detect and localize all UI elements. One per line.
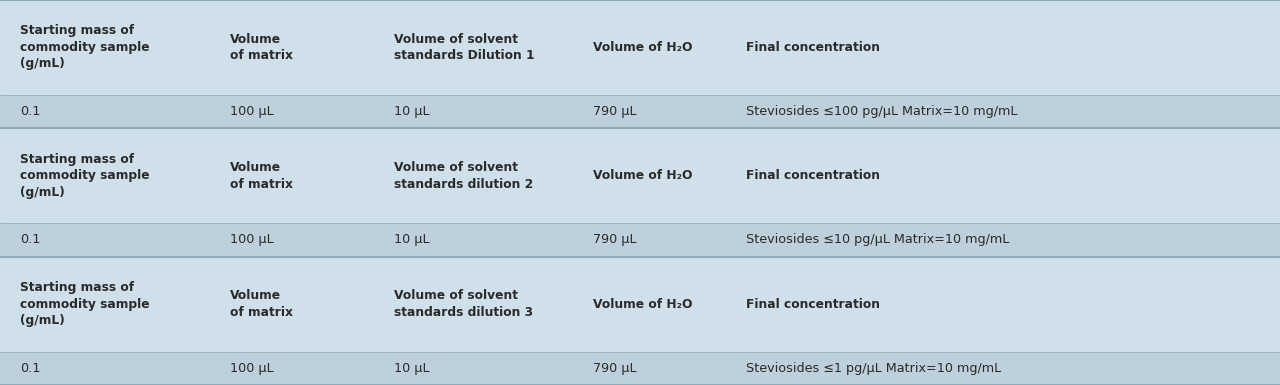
Bar [0, 95, 1280, 128]
Text: Volume of H₂O: Volume of H₂O [593, 169, 692, 182]
Text: Volume of solvent
standards Dilution 1: Volume of solvent standards Dilution 1 [394, 33, 535, 62]
Text: Starting mass of
commodity sample
(g/mL): Starting mass of commodity sample (g/mL) [20, 25, 150, 70]
Bar [0, 257, 1280, 352]
Text: Volume of H₂O: Volume of H₂O [593, 298, 692, 311]
Text: Steviosides ≤100 pg/μL Matrix=10 mg/mL: Steviosides ≤100 pg/μL Matrix=10 mg/mL [746, 105, 1018, 118]
Text: Volume
of matrix: Volume of matrix [230, 290, 293, 319]
Text: Starting mass of
commodity sample
(g/mL): Starting mass of commodity sample (g/mL) [20, 281, 150, 327]
Text: 0.1: 0.1 [20, 362, 41, 375]
Text: 10 μL: 10 μL [394, 362, 430, 375]
Text: 10 μL: 10 μL [394, 233, 430, 246]
Bar [0, 223, 1280, 257]
Text: 100 μL: 100 μL [230, 233, 274, 246]
Text: Starting mass of
commodity sample
(g/mL): Starting mass of commodity sample (g/mL) [20, 153, 150, 199]
Text: 100 μL: 100 μL [230, 105, 274, 118]
Bar [0, 0, 1280, 95]
Text: Final concentration: Final concentration [746, 298, 881, 311]
Text: Steviosides ≤10 pg/μL Matrix=10 mg/mL: Steviosides ≤10 pg/μL Matrix=10 mg/mL [746, 233, 1010, 246]
Text: 10 μL: 10 μL [394, 105, 430, 118]
Text: 0.1: 0.1 [20, 105, 41, 118]
Text: Volume of solvent
standards dilution 2: Volume of solvent standards dilution 2 [394, 161, 534, 191]
Bar [0, 352, 1280, 385]
Text: Final concentration: Final concentration [746, 169, 881, 182]
Text: Volume of solvent
standards dilution 3: Volume of solvent standards dilution 3 [394, 290, 534, 319]
Text: 790 μL: 790 μL [593, 233, 636, 246]
Text: Volume of H₂O: Volume of H₂O [593, 41, 692, 54]
Text: Steviosides ≤1 pg/μL Matrix=10 mg/mL: Steviosides ≤1 pg/μL Matrix=10 mg/mL [746, 362, 1001, 375]
Text: Volume
of matrix: Volume of matrix [230, 33, 293, 62]
Text: Final concentration: Final concentration [746, 41, 881, 54]
Text: Volume
of matrix: Volume of matrix [230, 161, 293, 191]
Text: 100 μL: 100 μL [230, 362, 274, 375]
Text: 790 μL: 790 μL [593, 362, 636, 375]
Bar [0, 128, 1280, 223]
Text: 790 μL: 790 μL [593, 105, 636, 118]
Text: 0.1: 0.1 [20, 233, 41, 246]
